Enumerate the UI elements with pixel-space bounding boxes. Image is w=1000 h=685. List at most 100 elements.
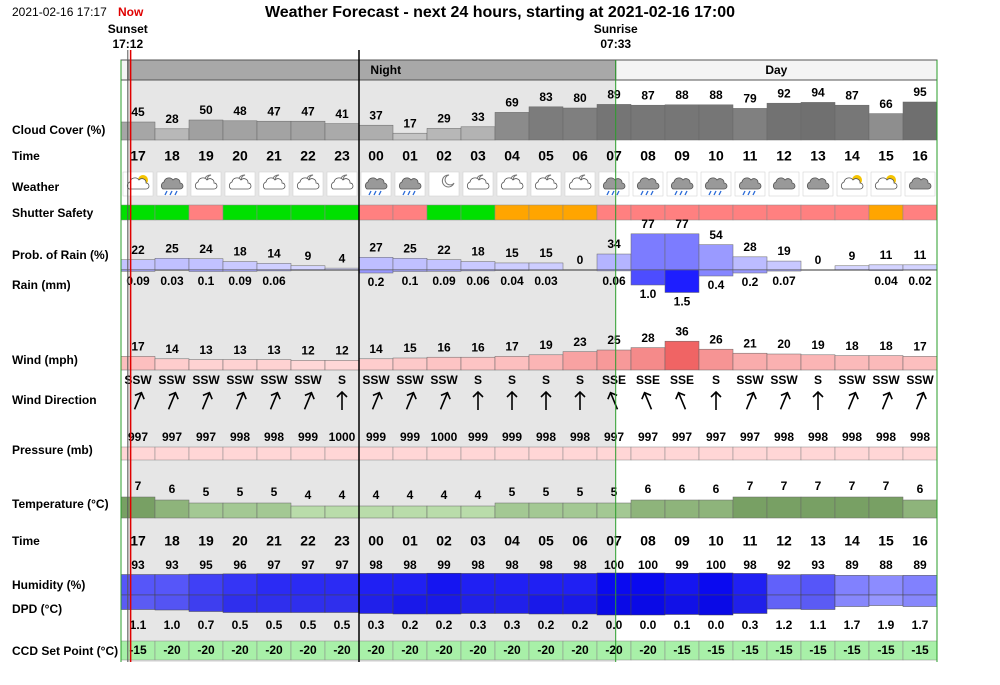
value-label: SSW: [430, 373, 458, 387]
value-label: -20: [197, 643, 215, 657]
rain-prob-bar: [767, 261, 801, 270]
rain-prob-bar: [189, 259, 223, 270]
value-label: SSW: [260, 373, 288, 387]
value-label: 0.06: [602, 274, 626, 288]
value-label: 93: [165, 558, 179, 572]
value-label: 0.1: [402, 274, 419, 288]
wind-bar: [767, 354, 801, 370]
value-label: 997: [162, 430, 182, 444]
value-label: 27: [369, 240, 383, 254]
temp-bar: [223, 503, 257, 518]
wind-arrow: [813, 392, 823, 410]
wind-bar: [597, 350, 631, 370]
hour-label: 07: [606, 148, 622, 164]
weather-icon: [633, 172, 663, 196]
pressure-cell: [733, 447, 767, 460]
weather-icon: [429, 172, 459, 196]
shutter-cell: [699, 205, 733, 220]
value-label: 998: [774, 430, 794, 444]
weather-icon: [225, 172, 255, 196]
hour-label: 09: [674, 148, 690, 164]
shutter-cell: [563, 205, 597, 220]
rain-prob-bar: [359, 257, 393, 270]
value-label: 100: [638, 558, 658, 572]
shutter-cell: [427, 205, 461, 220]
rain-prob-bar: [869, 265, 903, 270]
temp-bar: [461, 506, 495, 518]
value-label: 93: [811, 558, 825, 572]
hour-label: 16: [912, 148, 928, 164]
value-label: 98: [471, 558, 485, 572]
dpd-bar: [699, 595, 733, 615]
value-label: -20: [163, 643, 181, 657]
value-label: SSW: [396, 373, 424, 387]
rain-prob-bar: [121, 260, 155, 270]
rain-prob-bar: [223, 262, 257, 270]
row-label: Shutter Safety: [12, 206, 94, 220]
value-label: 997: [740, 430, 760, 444]
value-label: 77: [675, 217, 689, 231]
pressure-cell: [869, 447, 903, 460]
weather-icon: [769, 172, 799, 196]
shutter-cell: [121, 205, 155, 220]
sunset-time: 17:12: [112, 37, 143, 51]
value-label: -20: [333, 643, 351, 657]
weather-icon: [361, 172, 391, 196]
value-label: 25: [165, 241, 179, 255]
hour-label: 19: [198, 533, 214, 549]
rain-prob-bar: [529, 263, 563, 270]
weather-icon: [531, 172, 561, 196]
dpd-bar: [529, 595, 563, 614]
rain-bar: [121, 270, 155, 271]
value-label: SSW: [838, 373, 866, 387]
value-label: 7: [849, 479, 856, 493]
hour-label: 06: [572, 148, 588, 164]
now-label: Now: [118, 5, 144, 19]
rain-prob-bar: [393, 258, 427, 270]
value-label: 0.3: [504, 618, 521, 632]
value-label: 23: [573, 335, 587, 349]
value-label: 89: [607, 88, 621, 102]
cloud-bar: [461, 127, 495, 140]
value-label: 0.5: [300, 618, 317, 632]
pressure-cell: [597, 447, 631, 460]
weather-icon: [667, 172, 697, 196]
rain-prob-bar: [291, 266, 325, 270]
shutter-cell: [767, 205, 801, 220]
value-label: 14: [369, 342, 383, 356]
value-label: -20: [435, 643, 453, 657]
value-label: SSW: [770, 373, 798, 387]
wind-bar: [631, 348, 665, 370]
humidity-bar: [529, 573, 563, 595]
value-label: SSE: [602, 373, 626, 387]
value-label: 1000: [329, 430, 356, 444]
wind-bar: [325, 360, 359, 370]
wind-bar: [257, 360, 291, 370]
temp-bar: [121, 497, 155, 518]
value-label: 7: [135, 479, 142, 493]
humidity-bar: [393, 573, 427, 595]
dpd-bar: [189, 595, 223, 612]
humidity-bar: [801, 575, 835, 595]
rain-bar: [733, 270, 767, 273]
value-label: 17: [131, 340, 145, 354]
value-label: 999: [298, 430, 318, 444]
pressure-cell: [121, 447, 155, 460]
wind-arrow: [640, 391, 656, 411]
value-label: 998: [536, 430, 556, 444]
value-label: 1.0: [164, 618, 181, 632]
wind-bar: [903, 356, 937, 370]
value-label: 998: [910, 430, 930, 444]
hour-label: 13: [810, 533, 826, 549]
value-label: 1.7: [844, 618, 861, 632]
hour-label: 21: [266, 148, 282, 164]
value-label: 1.2: [776, 618, 793, 632]
cloud-bar: [189, 120, 223, 140]
cloud-bar: [121, 122, 155, 140]
value-label: 92: [777, 558, 791, 572]
weather-icon: [191, 172, 221, 196]
shutter-cell: [495, 205, 529, 220]
hour-label: 12: [776, 533, 792, 549]
shutter-cell: [393, 205, 427, 220]
